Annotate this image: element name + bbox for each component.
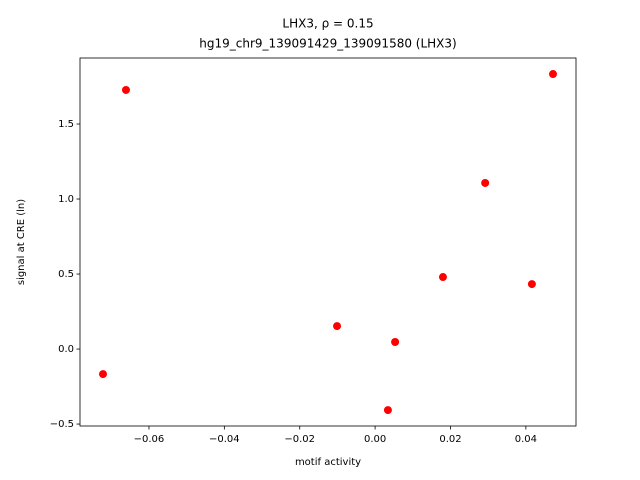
point <box>121 85 130 94</box>
chart-title: LHX3, ρ = 0.15 <box>282 17 373 31</box>
x-tick-label: 0.00 <box>364 434 386 445</box>
point <box>383 406 392 415</box>
x-tick-label: −0.02 <box>284 434 315 445</box>
point <box>527 280 536 289</box>
x-tick-label: 0.04 <box>515 434 537 445</box>
point <box>438 273 447 282</box>
y-tick-label: 1.0 <box>58 194 74 205</box>
x-tick-label: −0.06 <box>134 434 165 445</box>
x-tick-label: −0.04 <box>209 434 240 445</box>
point <box>98 370 107 379</box>
point <box>481 178 490 187</box>
point <box>333 322 342 331</box>
x-axis-label: motif activity <box>295 457 361 468</box>
y-axis-label: signal at CRE (ln) <box>16 199 27 285</box>
chart-subtitle: hg19_chr9_139091429_139091580 (LHX3) <box>199 37 456 51</box>
y-tick-label: 0.5 <box>58 269 74 280</box>
y-tick-label: 0.0 <box>58 344 74 355</box>
y-tick-label: 1.5 <box>58 119 74 130</box>
plot-frame <box>79 57 577 427</box>
point <box>391 337 400 346</box>
point <box>549 70 558 79</box>
y-tick-label: −0.5 <box>50 419 74 430</box>
x-tick-label: 0.02 <box>439 434 461 445</box>
